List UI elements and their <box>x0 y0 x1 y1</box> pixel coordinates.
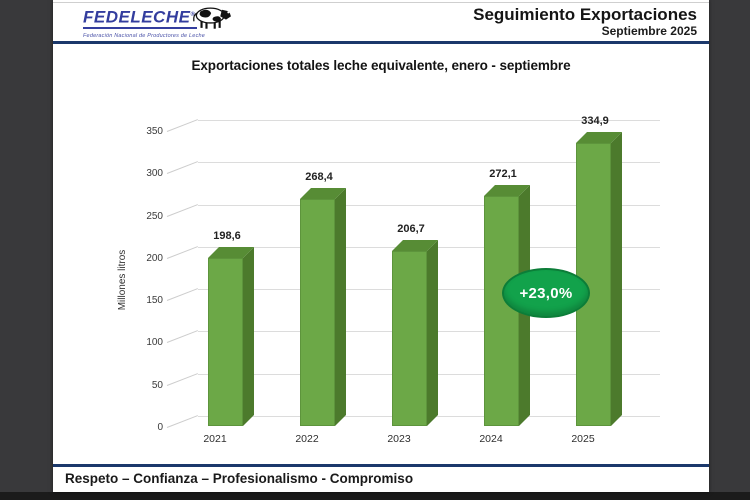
y-axis-title: Millones litros <box>117 249 128 311</box>
gridline-depth-segment <box>166 204 199 217</box>
bar-side-face <box>335 188 346 426</box>
y-axis-tick-label: 0 <box>157 422 163 433</box>
x-axis-category-label: 2023 <box>387 433 411 445</box>
growth-badge: +23,0% <box>502 268 590 318</box>
cow-icon <box>193 7 232 29</box>
gridline-depth-segment <box>166 119 199 132</box>
gridline-depth-segment <box>166 161 199 174</box>
logo-wordmark: FEDELECHE® <box>83 6 198 29</box>
chart-title: Exportaciones totales leche equivalente,… <box>191 58 571 73</box>
bar-chart: Exportaciones totales leche equivalente,… <box>53 44 709 462</box>
growth-badge-label: +23,0% <box>519 284 573 302</box>
bar-front-face <box>484 196 519 426</box>
y-axis-tick-label: 350 <box>146 126 163 137</box>
bar-front-face <box>300 199 335 426</box>
bar-front-face <box>392 251 427 426</box>
bar-value-label: 334,9 <box>581 115 609 127</box>
x-axis-category-label: 2021 <box>203 433 227 445</box>
gridline <box>198 205 660 206</box>
registered-mark: ® <box>190 12 196 18</box>
bar-value-label: 272,1 <box>489 168 517 180</box>
fedeleche-logo: FEDELECHE® Federación Nacional <box>83 6 253 39</box>
presentation-slide: FEDELECHE® Federación Nacional <box>53 0 709 492</box>
bar-side-face <box>243 247 254 426</box>
slide-title: Seguimiento Exportaciones <box>473 5 697 24</box>
gridline-depth-segment <box>166 288 199 301</box>
bar-top-face <box>576 132 622 143</box>
gridline-depth-segment <box>166 373 199 386</box>
y-axis-tick-label: 300 <box>146 168 163 179</box>
logo-tagline: Federación Nacional de Productores de Le… <box>83 33 206 39</box>
bar-side-face <box>611 132 622 426</box>
x-axis-category-label: 2024 <box>479 433 503 445</box>
y-axis-tick-label: 200 <box>146 253 163 264</box>
gridline <box>198 120 660 121</box>
bar-value-label: 206,7 <box>397 223 425 235</box>
y-axis-tick-label: 250 <box>146 211 163 222</box>
bar-top-face <box>208 247 254 258</box>
gridline-depth-segment <box>166 330 199 343</box>
x-axis-category-label: 2025 <box>571 433 595 445</box>
slide-top-border <box>53 2 709 3</box>
bar-top-face <box>392 240 438 251</box>
gridline-depth-segment <box>166 246 199 259</box>
bar-top-face <box>300 188 346 199</box>
footer-divider <box>53 464 709 467</box>
y-axis-tick-label: 150 <box>146 295 163 306</box>
y-axis-tick-label: 50 <box>151 380 163 391</box>
bottom-dark-strip <box>0 492 750 500</box>
gridline-depth-segment <box>166 415 199 428</box>
slide-header: FEDELECHE® Federación Nacional <box>53 0 709 44</box>
x-axis-category-label: 2022 <box>295 433 319 445</box>
bar-front-face <box>208 258 243 426</box>
bar-value-label: 198,6 <box>213 230 241 242</box>
logo-brand-text: FEDELECHE <box>83 7 191 27</box>
bar-side-face <box>427 240 438 426</box>
footer-motto: Respeto – Confianza – Profesionalismo - … <box>65 471 414 486</box>
y-axis-tick-label: 100 <box>146 337 163 348</box>
slide-subtitle: Septiembre 2025 <box>601 24 697 38</box>
gridline <box>198 162 660 163</box>
bar-top-face <box>484 185 530 196</box>
bar-value-label: 268,4 <box>305 171 333 183</box>
